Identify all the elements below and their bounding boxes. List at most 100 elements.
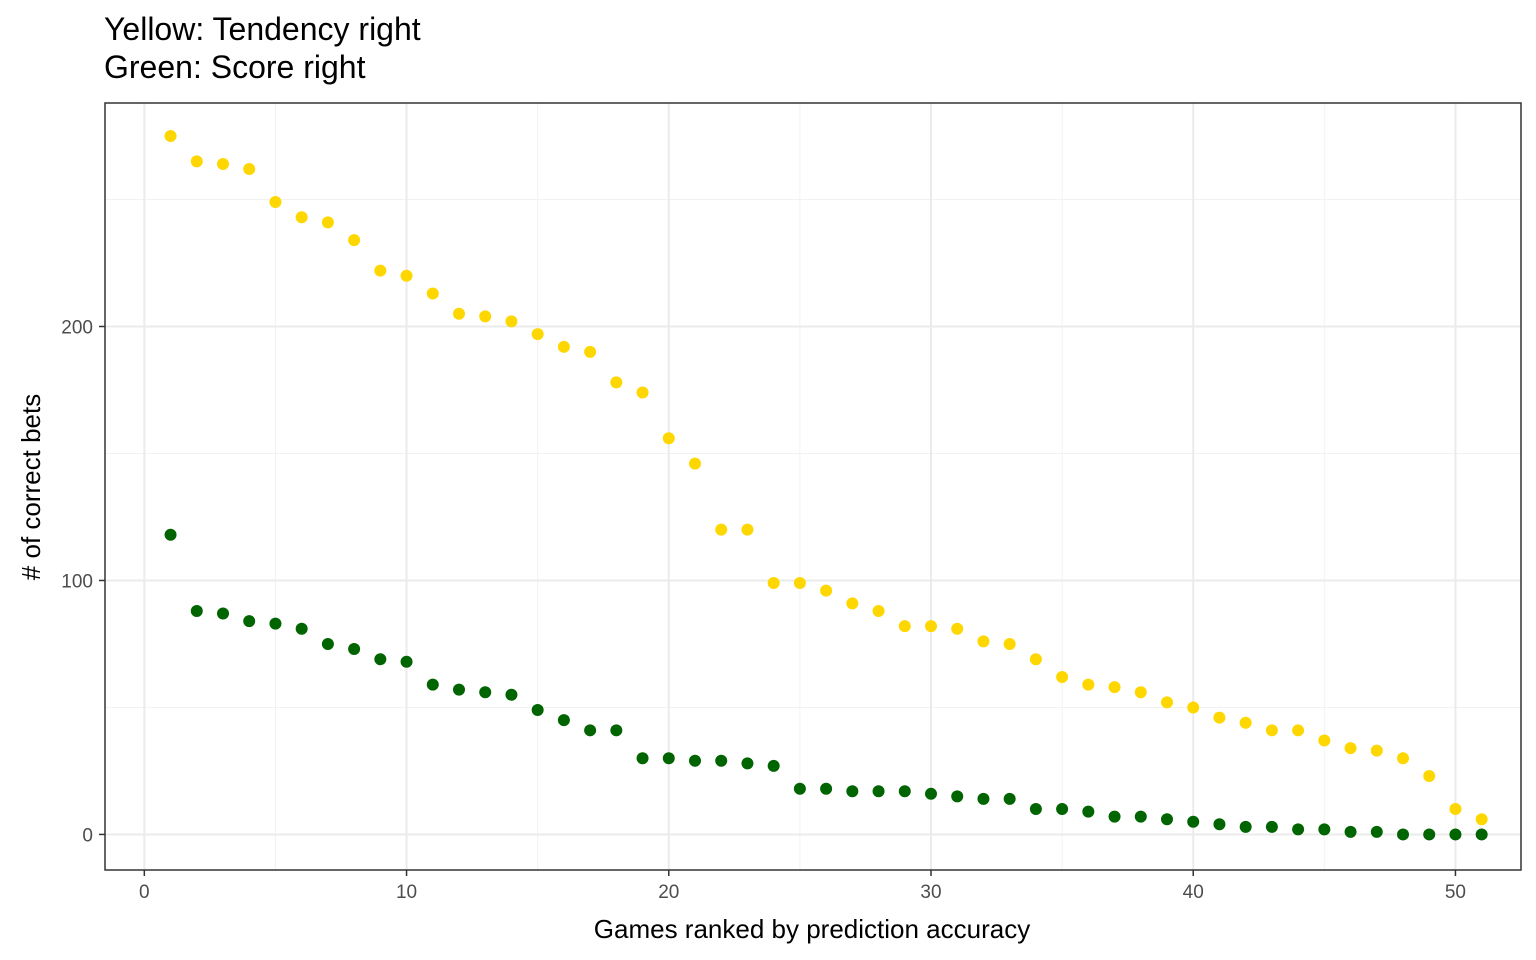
plot-panel	[105, 103, 1521, 870]
data-point	[479, 686, 492, 699]
data-point	[1318, 734, 1331, 747]
title-line-green: Green: Score right	[104, 49, 366, 85]
grid-minor	[105, 103, 1521, 870]
data-point	[1397, 828, 1409, 841]
data-point	[1344, 742, 1357, 755]
data-point	[1134, 810, 1147, 823]
grid-major	[105, 103, 1521, 870]
data-point	[1370, 825, 1383, 838]
data-point	[1449, 828, 1462, 841]
data-point	[872, 785, 885, 798]
data-point	[1292, 724, 1305, 737]
data-point	[557, 714, 570, 727]
data-point	[374, 653, 387, 666]
data-point	[662, 752, 675, 765]
data-point	[1161, 813, 1173, 826]
data-point	[453, 683, 465, 696]
x-axis-ticks: 0 10 20 30 40 50	[139, 870, 1466, 903]
data-point	[1397, 752, 1409, 765]
data-point	[977, 792, 990, 805]
data-point	[321, 637, 334, 650]
data-point	[1265, 820, 1278, 833]
data-point	[1029, 803, 1042, 816]
data-point	[1161, 696, 1173, 709]
x-tick-label: 50	[1445, 882, 1466, 903]
data-point	[1056, 803, 1069, 816]
data-point	[1475, 813, 1488, 826]
data-point	[1213, 711, 1226, 724]
data-point	[295, 211, 308, 224]
data-point	[557, 340, 570, 353]
plot-border	[104, 102, 1522, 871]
data-point	[321, 216, 334, 229]
data-point	[925, 787, 937, 800]
data-point	[1213, 818, 1226, 831]
data-point	[1003, 792, 1016, 805]
data-point	[1449, 803, 1462, 816]
data-point	[898, 785, 911, 798]
data-point	[1108, 681, 1121, 694]
data-point	[1003, 637, 1016, 650]
data-point	[610, 724, 623, 737]
data-point	[584, 345, 597, 358]
y-tick-label: 0	[82, 825, 93, 846]
data-point	[243, 615, 256, 628]
data-point	[846, 597, 859, 610]
data-point	[820, 782, 833, 795]
data-point	[636, 386, 649, 399]
data-point	[164, 528, 177, 541]
data-point	[479, 310, 492, 323]
title-line-yellow: Yellow: Tendency right	[104, 11, 421, 47]
data-point	[1108, 810, 1121, 823]
data-point	[243, 163, 256, 176]
data-point	[689, 754, 701, 767]
y-axis-title: # of correct bets	[16, 394, 46, 580]
data-point	[767, 577, 780, 590]
data-point	[846, 785, 859, 798]
data-point	[348, 643, 361, 656]
data-point	[715, 523, 728, 536]
data-point	[453, 307, 465, 320]
data-point	[1370, 744, 1383, 757]
data-point	[584, 724, 597, 737]
chart-title: Yellow: Tendency right Green: Score righ…	[104, 11, 421, 85]
data-point	[1239, 716, 1252, 729]
data-point	[400, 269, 413, 282]
data-point	[1187, 815, 1200, 828]
data-point	[610, 376, 623, 389]
data-point	[1056, 670, 1069, 683]
data-point	[269, 196, 282, 209]
data-point	[793, 577, 806, 590]
data-point	[217, 157, 229, 170]
data-point	[872, 604, 885, 617]
data-point	[1029, 653, 1042, 666]
data-point	[400, 655, 413, 668]
data-point	[689, 457, 701, 470]
data-point	[898, 620, 911, 633]
data-point	[1265, 724, 1278, 737]
data-points	[164, 130, 1488, 841]
data-point	[741, 523, 754, 536]
data-point	[1082, 805, 1095, 818]
series-score-right	[164, 528, 1488, 841]
data-point	[1423, 828, 1436, 841]
data-point	[1475, 828, 1488, 841]
data-point	[741, 757, 754, 770]
data-point	[1082, 678, 1095, 691]
data-point	[951, 622, 964, 635]
data-point	[977, 635, 990, 648]
data-point	[1292, 823, 1305, 836]
data-point	[1134, 686, 1147, 699]
data-point	[820, 584, 833, 597]
data-point	[426, 678, 439, 691]
data-point	[190, 155, 203, 168]
data-point	[531, 703, 544, 716]
y-tick-label: 100	[61, 571, 93, 592]
data-point	[348, 234, 361, 247]
data-point	[636, 752, 649, 765]
data-point	[1344, 825, 1357, 838]
x-tick-label: 0	[139, 882, 150, 903]
series-tendency-right	[164, 130, 1488, 826]
data-point	[793, 782, 806, 795]
